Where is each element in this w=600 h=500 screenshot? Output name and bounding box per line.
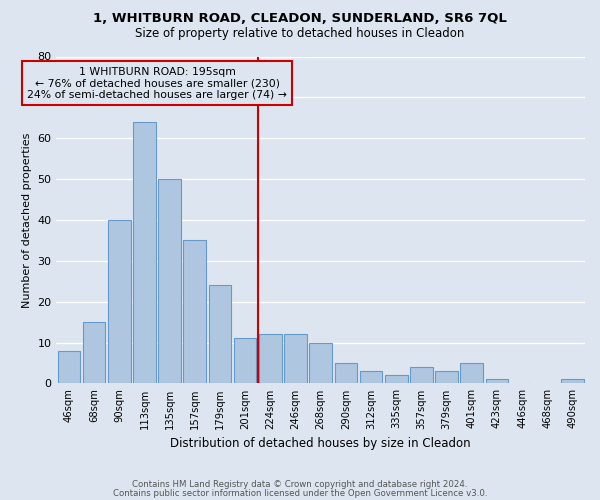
Text: Contains HM Land Registry data © Crown copyright and database right 2024.: Contains HM Land Registry data © Crown c… (132, 480, 468, 489)
Bar (259, 334, 281, 384)
Bar (184, 240, 206, 384)
Bar (58, 350, 80, 384)
Bar (234, 338, 256, 384)
Bar (209, 286, 232, 384)
Text: 1 WHITBURN ROAD: 195sqm
← 76% of detached houses are smaller (230)
24% of semi-d: 1 WHITBURN ROAD: 195sqm ← 76% of detache… (27, 66, 287, 100)
Bar (360, 371, 382, 384)
Bar (83, 322, 106, 384)
Bar (561, 380, 584, 384)
Text: 1, WHITBURN ROAD, CLEADON, SUNDERLAND, SR6 7QL: 1, WHITBURN ROAD, CLEADON, SUNDERLAND, S… (93, 12, 507, 26)
Bar (435, 371, 458, 384)
Bar (460, 363, 483, 384)
Bar (133, 122, 156, 384)
Bar (108, 220, 131, 384)
Y-axis label: Number of detached properties: Number of detached properties (22, 132, 32, 308)
Text: Size of property relative to detached houses in Cleadon: Size of property relative to detached ho… (136, 28, 464, 40)
Bar (385, 376, 407, 384)
Bar (284, 334, 307, 384)
Bar (310, 342, 332, 384)
Bar (485, 380, 508, 384)
Bar (410, 367, 433, 384)
Bar (335, 363, 357, 384)
Bar (158, 179, 181, 384)
Text: Contains public sector information licensed under the Open Government Licence v3: Contains public sector information licen… (113, 489, 487, 498)
X-axis label: Distribution of detached houses by size in Cleadon: Distribution of detached houses by size … (170, 437, 471, 450)
